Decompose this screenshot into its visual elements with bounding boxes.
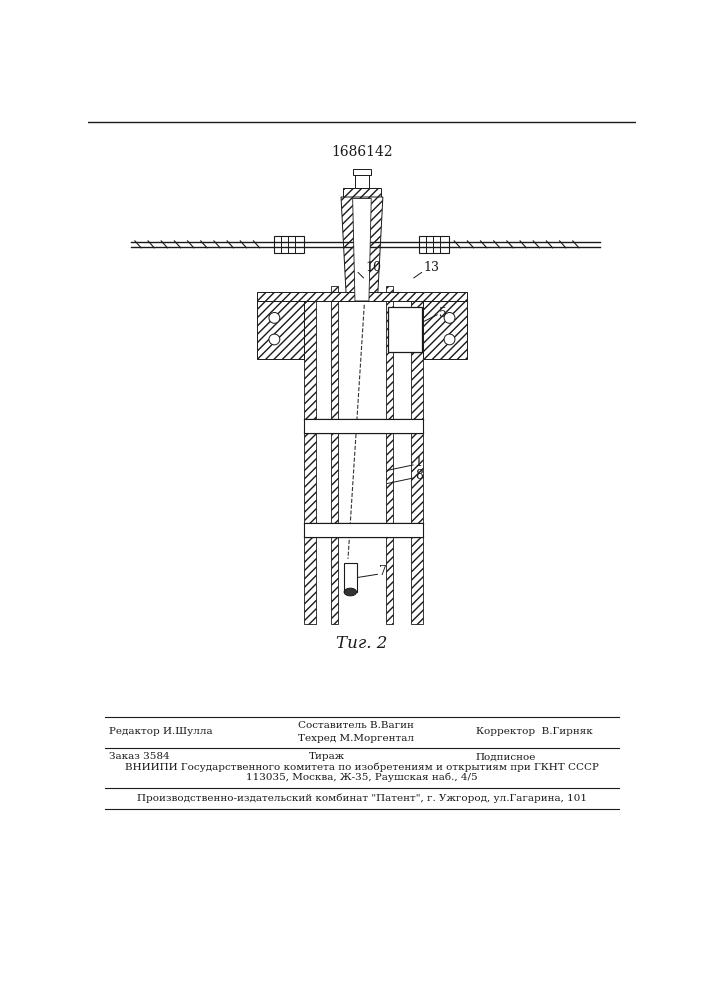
Text: Редактор И.Шулла: Редактор И.Шулла [110,727,213,736]
Bar [387,307,421,352]
Circle shape [269,334,280,345]
Text: Τиг. 2: Τиг. 2 [337,635,387,652]
Text: 10: 10 [365,261,381,274]
Polygon shape [353,199,371,301]
Text: 5: 5 [438,307,447,320]
Text: Составитель В.Вагин: Составитель В.Вагин [298,721,414,730]
Text: 13: 13 [423,261,439,274]
Polygon shape [331,286,338,624]
Bar [343,188,381,197]
Circle shape [444,312,455,323]
Text: 1: 1 [414,456,423,469]
Circle shape [269,312,280,323]
Bar [304,523,423,537]
Bar [338,286,386,624]
Bar [353,169,371,175]
Text: Тираж: Тираж [309,752,346,761]
Text: Производственно-издательский комбинат "Патент", г. Ужгород, ул.Гагарина, 101: Производственно-издательский комбинат "П… [137,794,587,803]
Circle shape [444,334,455,345]
Polygon shape [304,301,316,624]
Polygon shape [386,286,393,624]
Text: 8: 8 [414,469,423,482]
Bar [257,292,467,301]
Bar [274,235,304,253]
Text: Заказ 3584: Заказ 3584 [110,752,170,761]
Ellipse shape [344,588,356,596]
Polygon shape [257,301,304,359]
Polygon shape [411,301,423,624]
Text: Корректор  В.Гирняк: Корректор В.Гирняк [476,727,592,736]
Text: ВНИИПИ Государственного комитета по изобретениям и открытиям при ГКНТ СССР: ВНИИПИ Государственного комитета по изоб… [125,762,599,772]
Text: Техред М.Моргентал: Техред М.Моргентал [298,734,414,743]
Bar [419,235,449,253]
Polygon shape [341,197,383,301]
Bar [304,419,423,433]
Text: 113035, Москва, Ж-35, Раушская наб., 4/5: 113035, Москва, Ж-35, Раушская наб., 4/5 [246,772,478,782]
Bar [355,175,369,188]
Text: 7: 7 [379,565,387,578]
Bar [344,563,356,592]
Polygon shape [423,301,467,359]
Text: Подписное: Подписное [476,752,536,761]
Text: 1686142: 1686142 [331,145,393,159]
